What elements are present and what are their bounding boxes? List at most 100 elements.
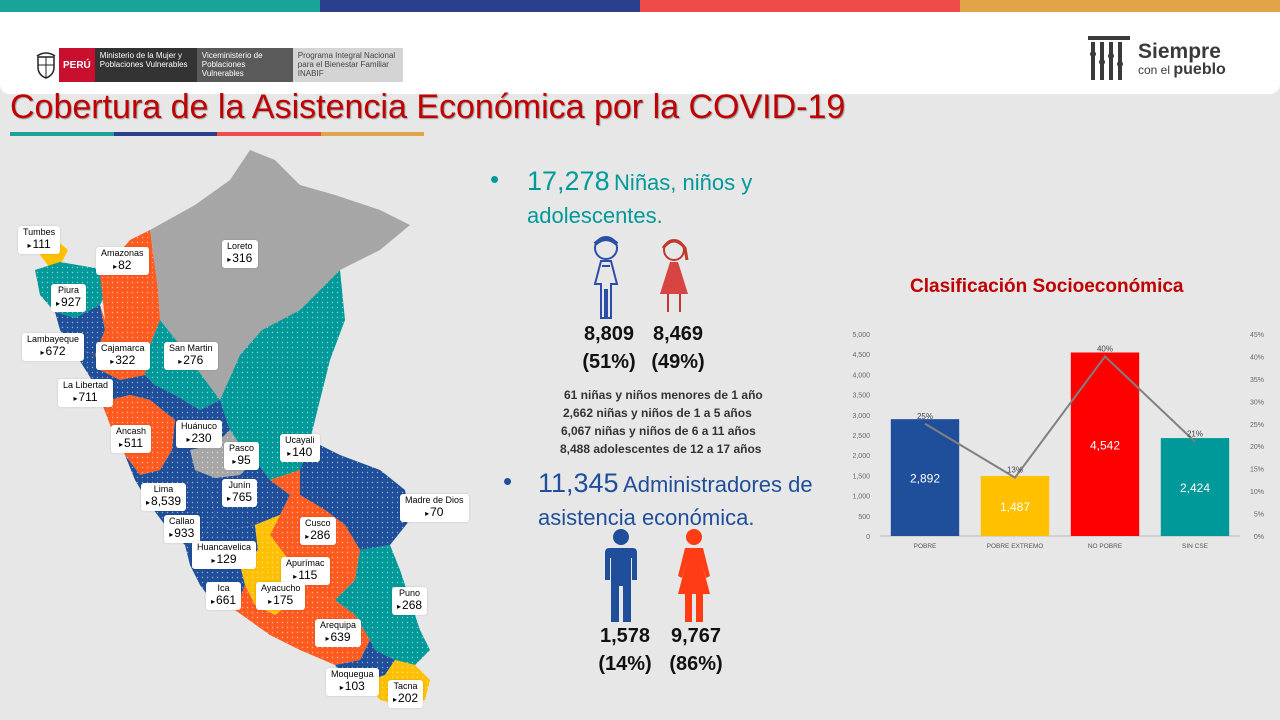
region-value: 111	[23, 238, 55, 252]
region-value: 672	[27, 345, 79, 359]
y2-tick-label: 35%	[1250, 377, 1264, 384]
y-tick-label: 3,500	[852, 393, 870, 400]
region-value: 103	[331, 680, 374, 694]
map-label-callao: Callao933	[164, 515, 200, 543]
map-label-apurimac: Apurímac115	[281, 557, 330, 585]
map-label-lima: Lima8,539	[141, 483, 187, 511]
chart-title: Clasificación Socioeconómica	[910, 276, 1184, 297]
children-bullet: •	[490, 164, 500, 194]
y-tick-label: 5,000	[852, 332, 870, 339]
bar-no-pobre	[1070, 352, 1140, 536]
region-value: 511	[116, 437, 146, 451]
region-value: 82	[101, 259, 144, 273]
y2-tick-label: 40%	[1250, 354, 1264, 361]
region-value: 276	[169, 354, 213, 368]
region-name: Cajamarca	[101, 343, 145, 353]
region-value: 933	[169, 527, 195, 541]
admins-bullet: •	[503, 466, 513, 496]
map-label-puno: Puno268	[392, 587, 428, 615]
region-value: 322	[101, 354, 145, 368]
region-name: Apurímac	[286, 558, 325, 568]
bar-value-label: 4,542	[1090, 438, 1120, 452]
map-label-lambayeque: Lambayeque672	[22, 333, 85, 361]
boys-stat: 8,809 (51%)	[578, 320, 640, 376]
boys-count: 8,809	[583, 323, 635, 345]
bar-pobre-extremo	[980, 475, 1050, 536]
children-label-line1: Niñas, niños y	[614, 170, 753, 195]
siempre-logo: Siempre con el pueblo	[1086, 34, 1226, 84]
logo-title: Siempre	[1138, 40, 1221, 63]
region-name: Ancash	[116, 426, 147, 436]
y2-tick-label: 30%	[1250, 399, 1264, 406]
men-count: 1,578	[599, 625, 651, 647]
region-value: 95	[229, 454, 254, 468]
map-label-huancavelica: Huancavelica129	[192, 541, 257, 569]
map-label-amazonas: Amazonas82	[96, 247, 149, 275]
region-name: Arequipa	[320, 620, 357, 630]
region-name: Tacna	[393, 681, 418, 691]
map-label-san-martin: San Martin276	[164, 342, 218, 370]
boys-percent: (51%)	[582, 351, 636, 373]
bar-sin-cse	[1160, 438, 1230, 536]
logo-sub-small: con el	[1138, 63, 1171, 77]
bar-pobre	[890, 419, 960, 536]
women-percent: (86%)	[669, 653, 723, 675]
peru-label: PERÚ	[59, 48, 95, 82]
map-label-piura: Piura927	[51, 284, 87, 312]
girls-percent: (49%)	[651, 351, 705, 373]
government-logo: PERÚ Ministerio de la Mujer y Poblacione…	[33, 48, 403, 82]
region-name: Huancavelica	[197, 542, 252, 552]
region-name: Puno	[399, 588, 421, 598]
region-value: 927	[56, 296, 81, 310]
girls-stat: 8,469 (49%)	[647, 320, 709, 376]
children-total: 17,278	[527, 166, 610, 196]
region-name: Huánuco	[181, 421, 218, 431]
y-tick-label: 2,000	[852, 453, 870, 460]
y2-tick-label: 0%	[1254, 534, 1264, 541]
map-label-cajamarca: Cajamarca322	[96, 342, 150, 370]
region-name: Piura	[58, 285, 80, 295]
region-name: Ucayali	[285, 435, 315, 445]
bar-value-label: 2,424	[1180, 481, 1210, 495]
region-value: 286	[305, 529, 331, 543]
age-breakdown-item: 2,662 niñas y niños de 1 a 5 años	[563, 406, 752, 420]
admins-total: 11,345	[538, 468, 619, 498]
region-value: 140	[285, 446, 315, 460]
region-value: 8,539	[146, 495, 181, 509]
age-breakdown-item: 8,488 adolescentes de 12 a 17 años	[560, 442, 762, 456]
map-label-ucayali: Ucayali140	[280, 434, 320, 462]
region-value: 202	[393, 692, 418, 706]
region-value: 661	[211, 594, 236, 608]
bar-value-label: 1,487	[1000, 500, 1030, 514]
y-tick-label: 1,000	[852, 494, 870, 501]
y2-tick-label: 15%	[1250, 467, 1264, 474]
region-value: 115	[286, 569, 325, 583]
page-title: Cobertura de la Asistencia Económica por…	[10, 88, 846, 126]
logo-sub-bold: pueblo	[1173, 61, 1226, 78]
children-heading: 17,278 Niñas, niños y adolescentes.	[527, 166, 752, 231]
y2-tick-label: 45%	[1250, 332, 1264, 339]
region-loreto	[150, 150, 410, 400]
map-label-cusco: Cusco286	[300, 517, 336, 545]
region-name: Callao	[169, 516, 195, 526]
map-label-tacna: Tacna202	[388, 680, 424, 708]
title-underline	[10, 132, 424, 136]
region-name: Amazonas	[101, 248, 144, 258]
region-name: San Martin	[169, 343, 213, 353]
y-tick-label: 3,000	[852, 413, 870, 420]
region-tumbes	[40, 240, 68, 268]
map-label-arequipa: Arequipa639	[315, 619, 362, 647]
region-name: Tumbes	[23, 227, 56, 237]
y2-tick-label: 20%	[1250, 444, 1264, 451]
region-value: 268	[397, 599, 422, 613]
admins-label-line2: asistencia económica.	[538, 505, 755, 530]
girls-count: 8,469	[652, 323, 704, 345]
children-label-line2: adolescentes.	[527, 203, 663, 228]
map-label-junin: Junín765	[222, 479, 258, 507]
women-stat: 9,767 (86%)	[665, 622, 727, 678]
admins-label-line1: Administradores de	[623, 472, 813, 497]
age-breakdown-item: 61 niñas y niños menores de 1 año	[564, 388, 763, 402]
y2-tick-label: 25%	[1250, 422, 1264, 429]
region-name: Lambayeque	[27, 334, 80, 344]
x-tick-label: NO POBRE	[1088, 543, 1123, 550]
